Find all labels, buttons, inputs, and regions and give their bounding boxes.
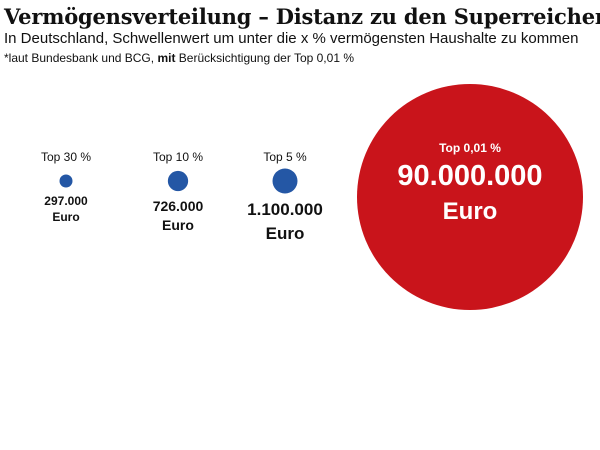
category-label: Top 10 % <box>153 150 203 164</box>
category-label: Top 30 % <box>41 150 91 164</box>
bubble-top-0-01 <box>357 84 583 310</box>
unit-label: Euro <box>52 210 79 224</box>
bubble-top-30 <box>59 174 73 188</box>
value-label: 1.100.000 <box>247 200 323 219</box>
unit-label: Euro <box>443 198 498 225</box>
value-label: 90.000.000 <box>397 160 542 192</box>
value-label: 726.000 <box>153 198 204 214</box>
category-label: Top 5 % <box>263 150 307 164</box>
source-note-prefix: *laut Bundesbank und BCG, <box>4 51 158 65</box>
source-note: *laut Bundesbank und BCG, mit Berücksich… <box>4 51 354 66</box>
chart-title: Vermögensverteilung – Distanz zu den Sup… <box>4 4 600 29</box>
unit-label: Euro <box>266 224 305 243</box>
bubble-top-5 <box>272 168 298 194</box>
unit-label: Euro <box>162 217 194 233</box>
chart-subtitle: In Deutschland, Schwellenwert um unter d… <box>4 30 579 47</box>
source-note-suffix: Berücksichtigung der Top 0,01 % <box>175 51 354 65</box>
bubble-top-10 <box>167 170 189 192</box>
value-label: 297.000 <box>44 194 88 208</box>
source-note-bold: mit <box>157 51 176 65</box>
category-label: Top 0,01 % <box>439 141 501 155</box>
